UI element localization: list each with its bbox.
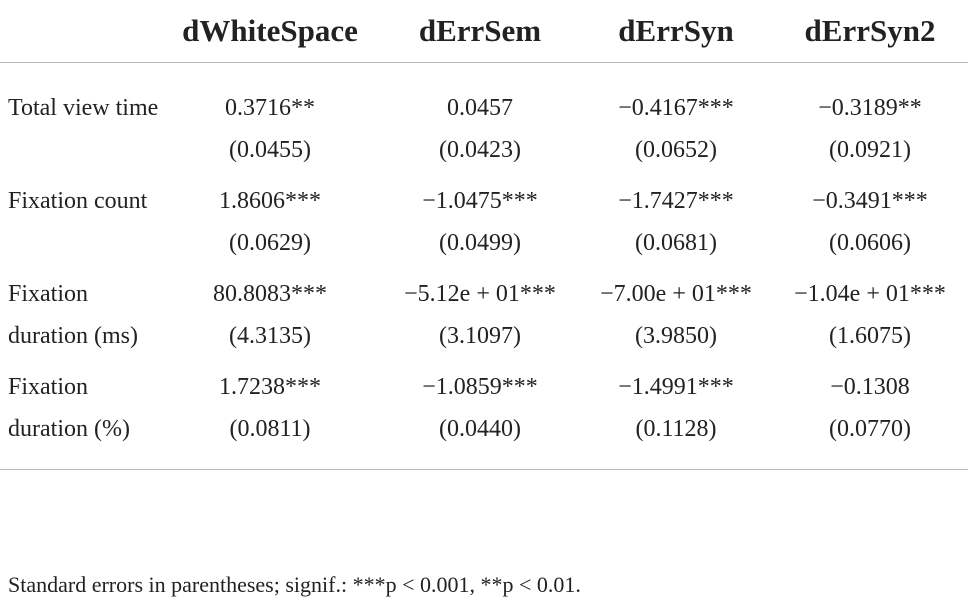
standard-error: (3.9850) — [635, 323, 717, 349]
row-label: Fixation duration (ms) — [8, 281, 138, 349]
standard-error: (0.0921) — [829, 137, 911, 163]
table-row: Fixation count 1.8606*** (0.0629) −1.0475**… — [0, 180, 968, 273]
table-cell: 80.8083*** (4.3135) — [160, 273, 380, 366]
table-cell: 1.8606*** (0.0629) — [160, 180, 380, 273]
standard-error: (0.0440) — [439, 416, 521, 442]
standard-error: (0.0499) — [439, 230, 521, 256]
table-cell: −1.0475*** (0.0499) — [380, 180, 580, 273]
table-cell: −1.04e + 01*** (1.6075) — [772, 273, 968, 366]
column-header: dErrSyn — [580, 0, 772, 63]
results-table: dWhiteSpace dErrSem dErrSyn dErrSyn2 Total … — [0, 0, 968, 470]
table-cell: −0.3491*** (0.0606) — [772, 180, 968, 273]
table-row: Fixation duration (ms) 80.8083*** (4.3135)… — [0, 273, 968, 366]
table-cell: −1.0859*** (0.0440) — [380, 366, 580, 470]
estimate: 1.7238*** — [219, 374, 321, 400]
estimate: −1.0475*** — [422, 188, 538, 214]
standard-error: (0.0811) — [229, 416, 311, 442]
row-label: Total view time — [8, 95, 159, 121]
estimate: −0.3189** — [818, 95, 922, 121]
standard-error: (1.6075) — [829, 323, 911, 349]
estimate: −0.4167*** — [618, 95, 734, 121]
table-cell: −0.3189** (0.0921) — [772, 63, 968, 181]
table-cell: −0.4167*** (0.0652) — [580, 63, 772, 181]
table-cell: 1.7238*** (0.0811) — [160, 366, 380, 470]
table-cell: −5.12e + 01*** (3.1097) — [380, 273, 580, 366]
table-cell: −0.1308 (0.0770) — [772, 366, 968, 470]
table-cell: 0.3716** (0.0455) — [160, 63, 380, 181]
table-cell: −1.7427*** (0.0681) — [580, 180, 772, 273]
estimate: −1.4991*** — [618, 374, 734, 400]
table-cell: −7.00e + 01*** (3.9850) — [580, 273, 772, 366]
table-row: Total view time 0.3716** (0.0455) 0.0457 (0.… — [0, 63, 968, 181]
header-row: dWhiteSpace dErrSem dErrSyn dErrSyn2 — [0, 0, 968, 63]
estimate: −0.3491*** — [812, 188, 928, 214]
table-row: Fixation duration (%) 1.7238*** (0.0811) −1… — [0, 366, 968, 470]
corner — [0, 0, 160, 63]
footnote: Standard errors in parentheses; signif.:… — [8, 572, 581, 597]
estimate: −1.7427*** — [618, 188, 734, 214]
standard-error: (0.0681) — [635, 230, 717, 256]
standard-error: (0.0423) — [439, 137, 521, 163]
estimate: 0.3716** — [225, 95, 315, 121]
estimate: −0.1308 — [830, 374, 910, 400]
standard-error: (3.1097) — [439, 323, 521, 349]
standard-error: (4.3135) — [229, 323, 311, 349]
estimate: 1.8606*** — [219, 188, 321, 214]
estimate: −1.04e + 01*** — [794, 281, 946, 307]
estimate: −5.12e + 01*** — [404, 281, 556, 307]
standard-error: (0.0770) — [829, 416, 911, 442]
column-header: dErrSyn2 — [772, 0, 968, 63]
row-label: Fixation count — [8, 188, 148, 214]
estimate: 0.0457 — [447, 95, 513, 121]
standard-error: (0.0629) — [229, 230, 311, 256]
column-header: dWhiteSpace — [160, 0, 380, 63]
table-cell: −1.4991*** (0.1128) — [580, 366, 772, 470]
estimate: −1.0859*** — [422, 374, 538, 400]
standard-error: (0.0455) — [229, 137, 311, 163]
column-header: dErrSem — [380, 0, 580, 63]
standard-error: (0.1128) — [635, 416, 717, 442]
standard-error: (0.0606) — [829, 230, 911, 256]
row-label: Fixation duration (%) — [0, 366, 160, 470]
estimate: 80.8083*** — [213, 281, 327, 307]
standard-error: (0.0652) — [635, 137, 717, 163]
estimate: −7.00e + 01*** — [600, 281, 752, 307]
table-cell: 0.0457 (0.0423) — [380, 63, 580, 181]
